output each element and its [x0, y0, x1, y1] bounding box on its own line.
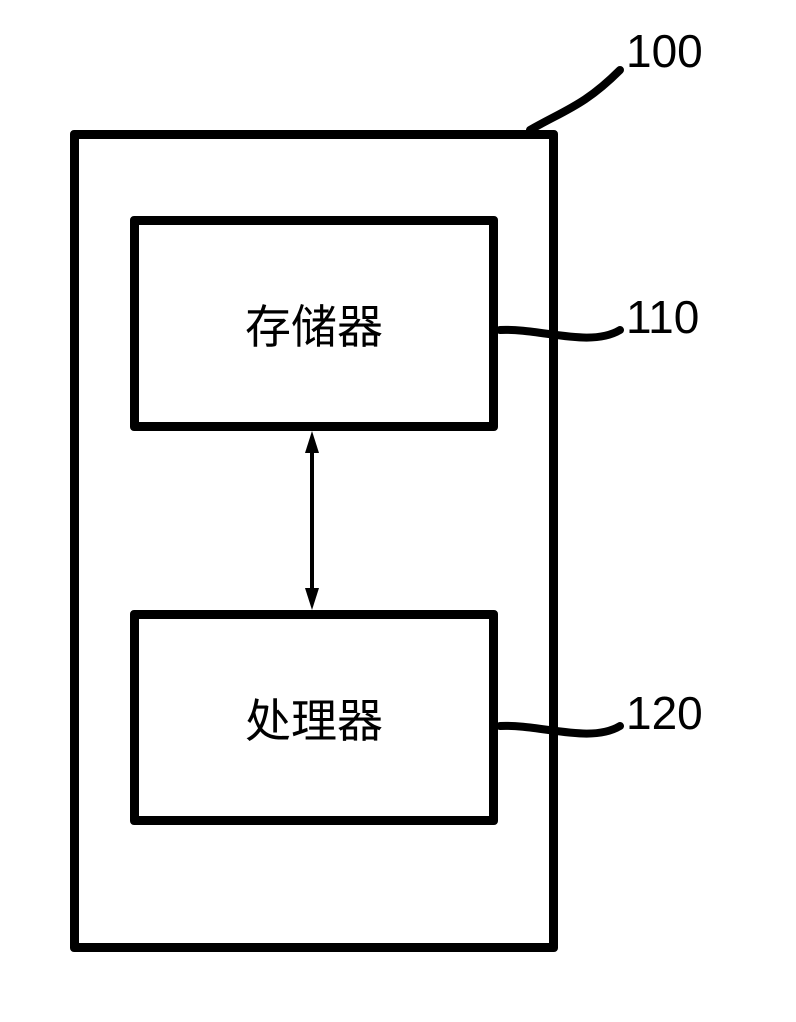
diagram-canvas: 存储器 处理器 100 110 120 — [0, 0, 796, 1022]
ref-label-110: 110 — [626, 290, 699, 344]
processor-label: 处理器 — [245, 685, 383, 751]
memory-node: 存储器 — [130, 216, 498, 431]
memory-label: 存储器 — [245, 291, 383, 357]
ref-label-120: 120 — [626, 686, 703, 740]
ref-label-100: 100 — [626, 24, 703, 78]
processor-node: 处理器 — [130, 610, 498, 825]
